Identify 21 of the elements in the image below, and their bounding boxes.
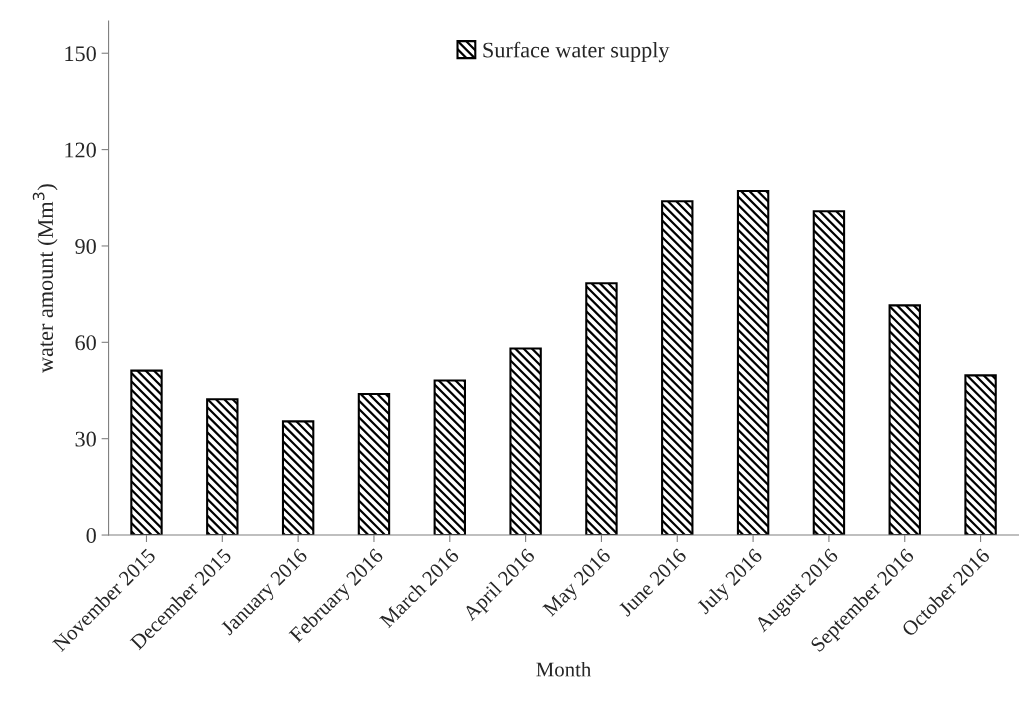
y-tick-label: 150 xyxy=(65,46,96,62)
bar xyxy=(433,379,466,536)
bar xyxy=(736,189,770,536)
bar xyxy=(964,374,997,536)
y-tick-label: 30 xyxy=(75,431,96,447)
bar xyxy=(585,282,618,536)
bar xyxy=(206,398,239,536)
x-axis-title: Month xyxy=(536,661,592,677)
y-tick-label: 120 xyxy=(65,142,96,158)
y-axis-title: water amount (Mm$^{3}$) xyxy=(32,184,58,373)
bar xyxy=(130,369,163,536)
y-tick-label: 60 xyxy=(75,335,96,351)
y-tick-label: 90 xyxy=(75,238,96,254)
bar xyxy=(661,200,694,536)
bar xyxy=(281,420,315,536)
bar xyxy=(509,347,542,536)
bar xyxy=(812,210,846,536)
bar xyxy=(888,304,921,536)
legend-label: Surface water supply xyxy=(483,41,670,63)
y-tick-label: 0 xyxy=(86,527,96,543)
bar xyxy=(357,392,391,536)
